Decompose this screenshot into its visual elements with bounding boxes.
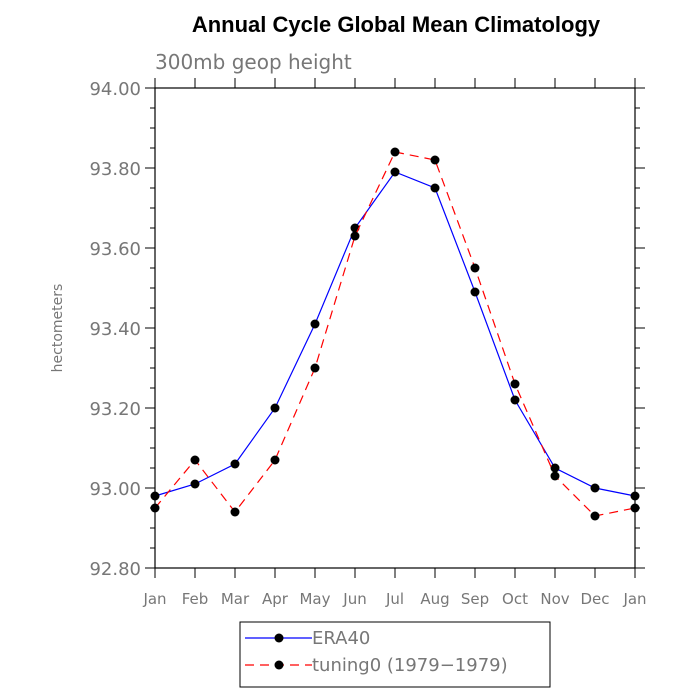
- series-0-point: [590, 483, 600, 493]
- series-1-point: [630, 503, 640, 513]
- axis-ticks: [145, 78, 645, 578]
- x-tick-labels: Jan Feb Mar Apr May Jun Jul Aug Sep Oct Nov Dec Jan: [142, 590, 646, 608]
- series-1-point: [470, 263, 480, 273]
- series-1-point: [310, 363, 320, 373]
- series-0-point: [190, 479, 200, 489]
- series-0-point: [510, 395, 520, 405]
- series-1-point: [510, 379, 520, 389]
- legend-tuning0-label: tuning0 (1979−1979): [312, 655, 508, 676]
- legend-era40-label: ERA40: [312, 628, 370, 649]
- x-tick-label: Nov: [540, 590, 569, 608]
- x-tick-label: May: [299, 590, 330, 608]
- x-tick-label: Oct: [502, 590, 528, 608]
- series-0-point: [270, 403, 280, 413]
- y-axis-label: hectometers: [50, 284, 66, 373]
- x-tick-label: Aug: [420, 590, 449, 608]
- x-tick-label: Feb: [182, 590, 209, 608]
- series-0-point: [150, 491, 160, 501]
- series-0-point: [430, 183, 440, 193]
- x-tick-label: Apr: [262, 590, 289, 608]
- x-tick-label: Mar: [221, 590, 250, 608]
- series-1-point: [270, 455, 280, 465]
- series-1-point: [430, 155, 440, 165]
- x-tick-label: Jan: [142, 590, 166, 608]
- legend-box: [239, 621, 551, 688]
- y-tick-label: 94.00: [89, 79, 141, 100]
- legend: ERA40 tuning0 (1979−1979): [239, 621, 551, 688]
- y-tick-label: 93.60: [89, 239, 141, 260]
- y-tick-label: 93.20: [89, 399, 141, 420]
- series-0-point: [470, 287, 480, 297]
- series-0-line: [154, 171, 636, 497]
- y-tick-label: 93.00: [89, 479, 141, 500]
- x-tick-label: Sep: [461, 590, 489, 608]
- series-1-line: [154, 151, 636, 517]
- x-tick-label: Jun: [342, 590, 366, 608]
- series-0-point: [390, 167, 400, 177]
- series-1-point: [390, 147, 400, 157]
- y-tick-labels: 92.80 93.00 93.20 93.40 93.60 93.80 94.00: [89, 79, 141, 580]
- x-tick-label: Dec: [580, 590, 609, 608]
- series-1-point: [590, 511, 600, 521]
- series-0-point: [310, 319, 320, 329]
- series-1-point: [150, 503, 160, 513]
- y-tick-label: 93.40: [89, 319, 141, 340]
- legend-tuning0-marker: [274, 660, 284, 670]
- y-tick-label: 92.80: [89, 559, 141, 580]
- series-0-point: [550, 463, 560, 473]
- plot-frame: [154, 87, 636, 569]
- series-1-point: [350, 231, 360, 241]
- legend-era40-marker: [274, 633, 284, 643]
- x-tick-label: Jan: [622, 590, 646, 608]
- series-0-point: [230, 459, 240, 469]
- series-1-point: [230, 507, 240, 517]
- x-tick-label: Jul: [385, 590, 404, 608]
- series-layer: [150, 147, 640, 521]
- chart-subtitle: 300mb geop height: [155, 50, 352, 74]
- chart-title: Annual Cycle Global Mean Climatology: [192, 12, 601, 37]
- series-1-point: [190, 455, 200, 465]
- y-tick-label: 93.80: [89, 159, 141, 180]
- series-0-point: [630, 491, 640, 501]
- series-1-point: [550, 471, 560, 481]
